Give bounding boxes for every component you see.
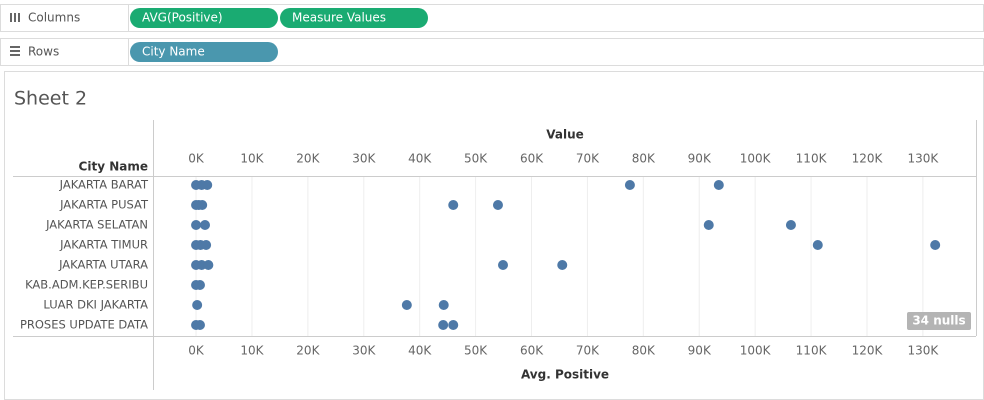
dot [438,300,449,310]
dot [438,320,449,330]
pill-bg [280,8,428,28]
row-label: JAKARTA PUSAT [59,198,149,212]
x-tick-label: 0K [188,152,205,166]
x-tick-label: 100K [740,344,772,358]
shelf-label: Rows [28,45,59,59]
x-tick-label: 90K [688,152,712,166]
row-label: KAB.ADM.KEP.SERIBU [25,278,148,292]
x-tick-label: 70K [576,152,600,166]
x-tick-label: 10K [240,344,264,358]
pill: Measure Values [280,8,428,28]
x-tick-label: 30K [352,344,376,358]
top-axis-title: Value [546,128,584,142]
dot [497,260,508,270]
rows-icon [10,46,20,56]
dot [197,200,208,210]
x-tick-label: 110K [796,152,828,166]
sheet-panel [4,71,984,400]
dot [812,240,823,250]
x-tick-label: 40K [408,344,432,358]
x-tick-label: 60K [520,344,544,358]
dot [930,240,941,250]
x-tick-label: 20K [296,344,320,358]
pill-bg [130,8,278,28]
x-tick-label: 110K [796,344,828,358]
x-tick-label: 70K [576,344,600,358]
x-tick-label: 90K [688,344,712,358]
x-tick-label: 130K [907,152,939,166]
dot [448,320,459,330]
pill-label: Measure Values [292,11,386,25]
nulls-text: 34 nulls [912,314,965,328]
dot [401,300,412,310]
row-header: City Name [79,160,148,174]
dot [201,240,212,250]
pill: City Name [130,42,278,62]
shelf-label: Columns [28,11,80,25]
pill-bg [130,42,278,62]
x-tick-label: 80K [632,344,656,358]
dot [199,220,210,230]
row-label: LUAR DKI JAKARTA [43,298,148,312]
dot [713,180,724,190]
row-label: JAKARTA UTARA [58,258,148,272]
x-tick-label: 10K [240,152,264,166]
dot [703,220,714,230]
x-tick-label: 50K [464,152,488,166]
columns-icon [10,13,20,22]
x-tick-label: 120K [852,344,884,358]
sheet-title: Sheet 2 [14,88,87,110]
x-tick-label: 50K [464,344,488,358]
x-tick-label: 60K [520,152,544,166]
row-label: PROSES UPDATE DATA [20,318,148,332]
pill-label: AVG(Positive) [142,11,223,25]
dot [624,180,635,190]
dot [192,300,203,310]
dot [191,220,202,230]
dot [448,200,459,210]
row-label: JAKARTA TIMUR [59,238,148,252]
x-tick-label: 40K [408,152,432,166]
x-tick-label: 20K [296,152,320,166]
dot [202,180,213,190]
x-axis-title: Avg. Positive [521,368,609,382]
dot [194,280,205,290]
x-tick-label: 0K [188,344,205,358]
dot [194,320,205,330]
x-tick-label: 80K [632,152,656,166]
row-label: JAKARTA SELATAN [45,218,148,232]
nulls-indicator: 34 nulls [907,312,971,330]
x-tick-label: 130K [907,344,939,358]
dot [492,200,503,210]
dot [785,220,796,230]
pill: AVG(Positive) [130,8,278,28]
x-tick-label: 120K [852,152,884,166]
nulls-badge [907,312,971,330]
x-tick-label: 100K [740,152,772,166]
dot [203,260,214,270]
row-label: JAKARTA BARAT [59,178,149,192]
pill-label: City Name [142,45,205,59]
dot [557,260,568,270]
x-tick-label: 30K [352,152,376,166]
